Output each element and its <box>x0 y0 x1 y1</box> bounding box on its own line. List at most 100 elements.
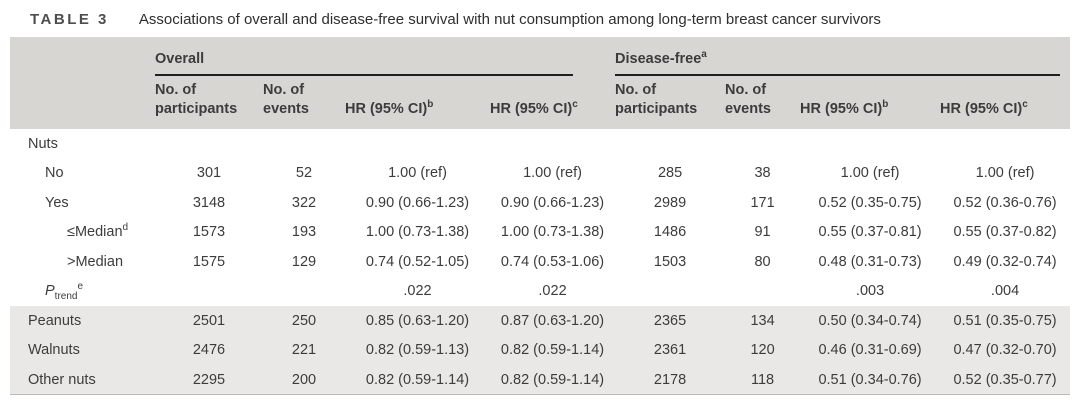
group-header-disease-free: Disease-freea <box>615 37 1071 76</box>
table-container: Overall Disease-freea No. of participant… <box>10 37 1071 395</box>
corner-cell <box>10 37 155 76</box>
row-label: >Median <box>67 253 124 270</box>
group-header-row: Overall Disease-freea <box>10 37 1071 76</box>
table-cell <box>345 129 490 159</box>
table-cell: 301 <box>196 165 222 182</box>
table-cell: 2178 <box>615 365 726 395</box>
table-cell: 0.49 (0.32-0.74) <box>953 253 1057 270</box>
table-cell <box>725 277 800 307</box>
table-row: ≤Mediand 1573 193 1.00 (0.73-1.38) 1.00 (0.… <box>10 218 1070 248</box>
table-cell <box>725 129 800 159</box>
table-cell: 3148 <box>192 194 226 211</box>
row-label: Peanuts <box>10 306 155 336</box>
table-cell: .004 <box>990 283 1020 300</box>
table-cell: 1573 <box>192 224 226 241</box>
table-cell: 285 <box>657 165 683 182</box>
table-cell: 0.85 (0.63-1.20) <box>345 306 490 336</box>
table-cell: 0.52 (0.35-0.75) <box>818 194 922 211</box>
table-cell <box>155 129 263 159</box>
table-cell: 38 <box>754 165 771 182</box>
table-cell <box>940 129 1070 159</box>
table-cell: 0.82 (0.59-1.14) <box>345 365 490 395</box>
table-cell: 1503 <box>653 253 687 270</box>
table-cell: 0.55 (0.37-0.82) <box>953 224 1057 241</box>
column-header-row: No. of participants No. of events HR (95… <box>10 76 1071 129</box>
table-cell: 0.90 (0.66-1.23) <box>365 194 470 211</box>
column-header-overall-events: No. of events <box>263 76 345 129</box>
table-row: Peanuts 2501 250 0.85 (0.63-1.20) 0.87 (0.6… <box>10 306 1071 336</box>
table-cell <box>615 129 725 159</box>
table-cell: 129 <box>291 253 317 270</box>
table-cell: 193 <box>291 224 317 241</box>
column-header-diseasefree-events: No. of events <box>725 76 801 129</box>
table-cell: 134 <box>725 306 801 336</box>
group-header-overall: Overall <box>155 37 616 76</box>
table-header: Overall Disease-freea No. of participant… <box>10 37 1071 129</box>
table-cell: 118 <box>725 365 801 395</box>
table-caption: TABLE 3 Associations of overall and dise… <box>0 0 1080 28</box>
table-cell: 80 <box>754 253 771 270</box>
table-cell: 1575 <box>192 253 226 270</box>
table-cell <box>263 277 345 307</box>
table-body: Nuts No 301 52 1.00 (ref) 1.00 (ref) 285 38 1.… <box>10 129 1071 395</box>
table-cell: 1.00 (ref) <box>388 165 447 182</box>
column-header-diseasefree-participants: No. of participants <box>615 76 726 129</box>
table-cell: 250 <box>263 306 345 336</box>
row-label: No <box>45 165 64 182</box>
table-cell <box>490 129 615 159</box>
table-cell: 120 <box>725 335 801 365</box>
row-label: ≤Mediand <box>67 222 129 241</box>
row-label-header <box>10 76 155 129</box>
survival-table: Overall Disease-freea No. of participant… <box>10 37 1071 395</box>
table-cell: 1.00 (ref) <box>975 165 1035 182</box>
table-cell <box>263 129 345 159</box>
table-row: Yes 3148 322 0.90 (0.66-1.23) 0.90 (0.66-1.… <box>10 188 1070 218</box>
table-cell: 322 <box>291 194 317 211</box>
table-cell: 1.00 (ref) <box>523 165 582 182</box>
table-number-label: TABLE 3 <box>30 11 109 28</box>
table-cell: 1486 <box>653 224 687 241</box>
table-row: Ptrende .022 .022 .003 .004 <box>10 277 1070 307</box>
table-cell: 0.46 (0.31-0.69) <box>800 335 941 365</box>
table-cell: .022 <box>403 283 432 300</box>
table-cell: 91 <box>754 224 771 241</box>
table-row: >Median 1575 129 0.74 (0.52-1.05) 0.74 (0.5… <box>10 247 1070 277</box>
table-cell: 0.48 (0.31-0.73) <box>818 253 922 270</box>
table-cell: 0.50 (0.34-0.74) <box>800 306 941 336</box>
table-cell: 2989 <box>653 194 687 211</box>
table-cell: 171 <box>750 194 775 211</box>
table-cell: 0.82 (0.59-1.13) <box>345 335 490 365</box>
column-header-diseasefree-hr-b: HR (95% CI)b <box>800 76 941 129</box>
table-cell: 221 <box>263 335 345 365</box>
table-cell: 0.87 (0.63-1.20) <box>490 306 616 336</box>
table-cell <box>800 129 940 159</box>
row-label: Other nuts <box>10 365 155 395</box>
table-cell: 0.55 (0.37-0.81) <box>818 224 922 241</box>
table-cell: 0.51 (0.34-0.76) <box>800 365 941 395</box>
row-label: Nuts <box>28 135 58 152</box>
table-cell: 2295 <box>155 365 263 395</box>
table-row: Other nuts 2295 200 0.82 (0.59-1.14) 0.82 (… <box>10 365 1071 395</box>
table-row: Walnuts 2476 221 0.82 (0.59-1.13) 0.82 (0.5… <box>10 335 1071 365</box>
table-cell: 0.52 (0.35-0.77) <box>940 365 1071 395</box>
table-cell: 0.90 (0.66-1.23) <box>500 194 605 211</box>
table-cell: 1.00 (0.73-1.38) <box>365 224 470 241</box>
row-label: Walnuts <box>10 335 155 365</box>
row-label: Ptrende <box>45 281 84 303</box>
table-cell: 1.00 (0.73-1.38) <box>500 224 605 241</box>
table-cell <box>155 277 263 307</box>
table-cell: 2476 <box>155 335 263 365</box>
table-cell: 0.82 (0.59-1.14) <box>490 335 616 365</box>
table-cell: .003 <box>855 283 885 300</box>
column-header-overall-hr-c: HR (95% CI)c <box>490 76 616 129</box>
table-cell: 0.47 (0.32-0.70) <box>940 335 1071 365</box>
column-header-diseasefree-hr-c: HR (95% CI)c <box>940 76 1071 129</box>
table-cell: 0.74 (0.53-1.06) <box>500 253 605 270</box>
column-header-overall-participants: No. of participants <box>155 76 263 129</box>
table-title-text: Associations of overall and disease-free… <box>138 11 881 28</box>
table-cell: 0.52 (0.36-0.76) <box>953 194 1057 211</box>
table-cell: 0.51 (0.35-0.75) <box>940 306 1071 336</box>
table-cell: 0.74 (0.52-1.05) <box>365 253 470 270</box>
table-cell: .022 <box>538 283 567 300</box>
table-cell: 200 <box>263 365 345 395</box>
